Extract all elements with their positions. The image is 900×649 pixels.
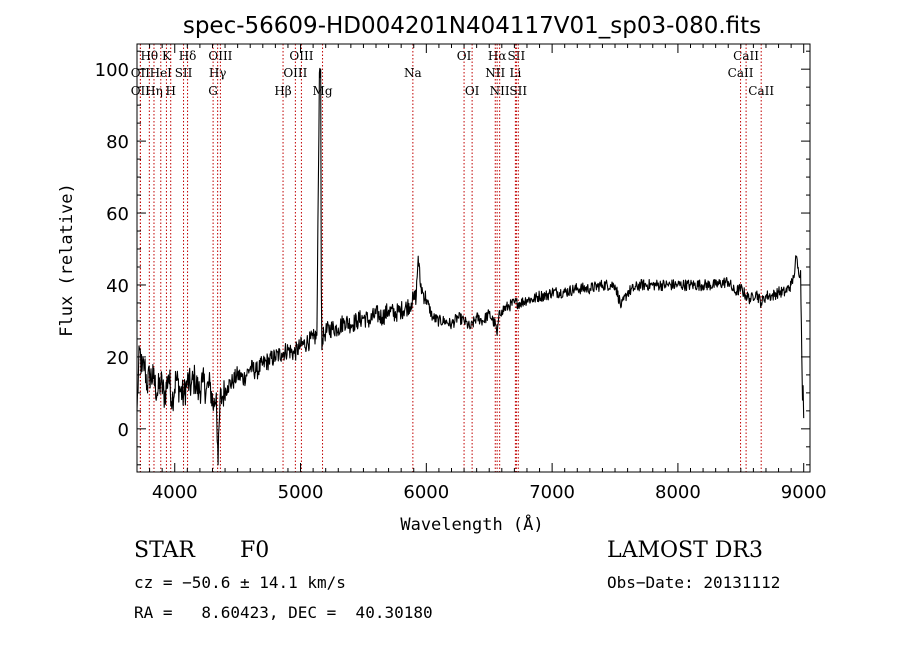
marker-label: NII: [490, 84, 510, 98]
y-tick-label: 20: [106, 348, 129, 369]
marker-label: Hθ: [140, 49, 158, 63]
marker-label: G: [208, 84, 218, 98]
marker-label: Mg: [313, 84, 333, 98]
marker-label: SII: [175, 66, 193, 80]
marker-label: CaII: [733, 49, 759, 63]
object-class: STAR: [134, 538, 195, 563]
marker-label: OIII: [208, 49, 232, 63]
marker-label: Hδ: [179, 49, 197, 63]
x-tick-label: 6000: [403, 482, 449, 503]
x-tick-label: 8000: [655, 482, 701, 503]
marker-label: OI: [465, 84, 480, 98]
x-tick-label: 7000: [529, 482, 575, 503]
marker-label: Na: [404, 66, 422, 80]
x-tick-label: 5000: [278, 482, 324, 503]
redshift-velocity: cz = −50.6 ± 14.1 km/s: [134, 573, 346, 592]
survey-label: LAMOST DR3: [607, 538, 763, 563]
y-tick-label: 0: [118, 420, 129, 441]
marker-label: K: [162, 49, 172, 63]
y-tick-label: 80: [106, 132, 129, 153]
plot-frame: [136, 43, 811, 473]
marker-label: CaII: [728, 66, 754, 80]
marker-label: SII: [509, 84, 527, 98]
marker-label: SII: [508, 49, 526, 63]
y-axis: 0 20 40 60 80 100: [95, 50, 810, 466]
marker-label: Hη: [145, 84, 163, 98]
marker-label: NII: [485, 66, 505, 80]
spectrum-line: [136, 67, 805, 466]
observation-date: Obs−Date: 20131112: [607, 573, 781, 592]
y-axis-label: Flux (relative): [57, 183, 77, 337]
chart-title: spec-56609-HD004201N404117V01_sp03-080.f…: [183, 13, 761, 39]
y-tick-label: 40: [106, 276, 129, 297]
marker-label: Hγ: [209, 66, 227, 80]
marker-label: Hα: [488, 49, 507, 63]
marker-label: Li: [509, 66, 521, 80]
coordinates: RA = 8.60423, DEC = 40.30180: [134, 603, 433, 622]
marker-label: OII: [131, 84, 151, 98]
marker-label: OIII: [283, 66, 307, 80]
x-axis: 4000 5000 6000 7000 8000 9000: [149, 44, 827, 503]
marker-label: OIII: [289, 49, 313, 63]
x-axis-label: Wavelength (Å): [400, 513, 543, 535]
marker-label: CaII: [748, 84, 774, 98]
marker-label: Hβ: [274, 84, 291, 98]
y-tick-label: 100: [95, 60, 129, 81]
marker-label: OI: [457, 49, 472, 63]
marker-label: HeI: [150, 66, 173, 80]
y-tick-label: 60: [106, 204, 129, 225]
x-tick-label: 4000: [152, 482, 198, 503]
marker-label: H: [165, 84, 175, 98]
x-tick-label: 9000: [781, 482, 827, 503]
object-subclass: F0: [240, 538, 270, 563]
